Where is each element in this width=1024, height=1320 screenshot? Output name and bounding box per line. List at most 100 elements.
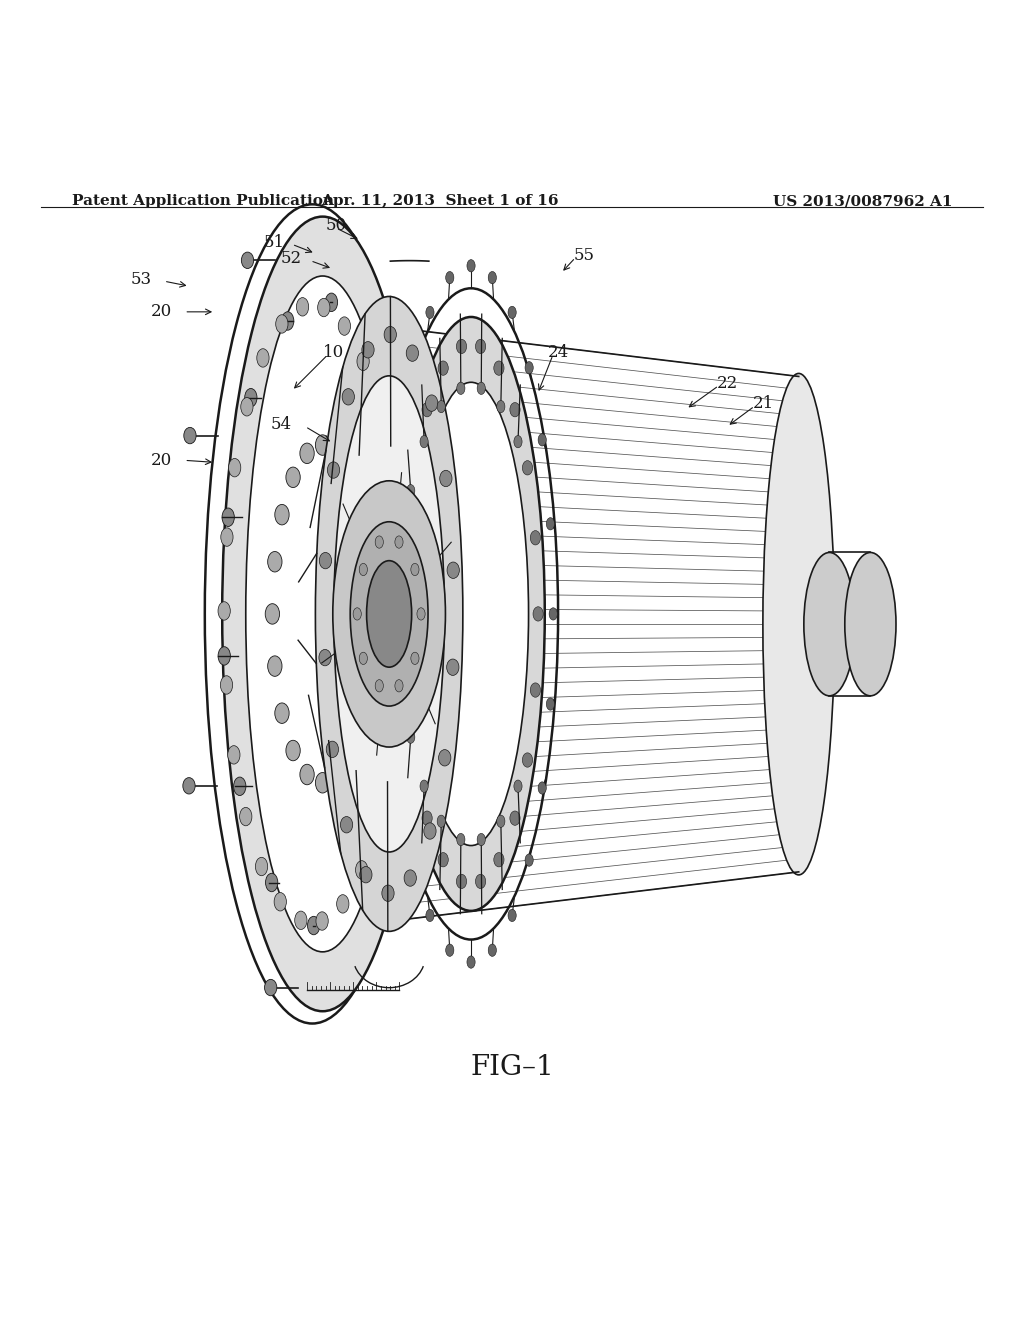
Ellipse shape bbox=[538, 781, 546, 795]
Ellipse shape bbox=[391, 681, 403, 700]
Text: Patent Application Publication: Patent Application Publication bbox=[72, 194, 334, 209]
Ellipse shape bbox=[398, 607, 409, 622]
Ellipse shape bbox=[345, 467, 359, 487]
Ellipse shape bbox=[477, 383, 485, 395]
Ellipse shape bbox=[274, 892, 287, 911]
Ellipse shape bbox=[439, 470, 452, 487]
Ellipse shape bbox=[384, 751, 396, 770]
Ellipse shape bbox=[315, 297, 463, 932]
Ellipse shape bbox=[356, 704, 371, 723]
Ellipse shape bbox=[457, 383, 465, 395]
Ellipse shape bbox=[384, 326, 396, 343]
Ellipse shape bbox=[357, 352, 370, 371]
Ellipse shape bbox=[316, 912, 329, 931]
Text: 24: 24 bbox=[548, 345, 569, 362]
Ellipse shape bbox=[475, 874, 485, 888]
Ellipse shape bbox=[364, 656, 378, 676]
Ellipse shape bbox=[426, 909, 434, 921]
Ellipse shape bbox=[353, 607, 361, 620]
Ellipse shape bbox=[804, 553, 855, 696]
Ellipse shape bbox=[267, 552, 282, 572]
Ellipse shape bbox=[510, 403, 520, 417]
Ellipse shape bbox=[241, 397, 253, 416]
Ellipse shape bbox=[522, 752, 532, 767]
Ellipse shape bbox=[395, 536, 403, 548]
Ellipse shape bbox=[525, 362, 534, 374]
Ellipse shape bbox=[331, 764, 345, 785]
Ellipse shape bbox=[359, 652, 368, 664]
Ellipse shape bbox=[457, 339, 467, 354]
Ellipse shape bbox=[475, 339, 485, 354]
Ellipse shape bbox=[255, 857, 267, 875]
Ellipse shape bbox=[227, 746, 240, 764]
Ellipse shape bbox=[420, 436, 428, 447]
Ellipse shape bbox=[426, 395, 438, 412]
Ellipse shape bbox=[409, 362, 417, 374]
Ellipse shape bbox=[530, 682, 541, 697]
Ellipse shape bbox=[385, 463, 397, 482]
Ellipse shape bbox=[233, 777, 246, 796]
Text: Apr. 11, 2013  Sheet 1 of 16: Apr. 11, 2013 Sheet 1 of 16 bbox=[322, 194, 559, 209]
Ellipse shape bbox=[337, 895, 349, 913]
Text: 50: 50 bbox=[326, 218, 347, 235]
Ellipse shape bbox=[317, 298, 330, 317]
Ellipse shape bbox=[333, 480, 445, 747]
Ellipse shape bbox=[318, 649, 331, 665]
Ellipse shape bbox=[549, 607, 557, 620]
Ellipse shape bbox=[547, 517, 555, 529]
Ellipse shape bbox=[356, 504, 371, 525]
Ellipse shape bbox=[407, 345, 419, 362]
Ellipse shape bbox=[319, 553, 332, 569]
Ellipse shape bbox=[240, 808, 252, 826]
Ellipse shape bbox=[510, 810, 520, 825]
Ellipse shape bbox=[282, 312, 294, 330]
Ellipse shape bbox=[522, 461, 532, 475]
Ellipse shape bbox=[361, 342, 374, 358]
Text: US 2013/0087962 A1: US 2013/0087962 A1 bbox=[773, 194, 952, 209]
Ellipse shape bbox=[497, 816, 505, 828]
Ellipse shape bbox=[340, 817, 352, 833]
Ellipse shape bbox=[286, 467, 300, 487]
Ellipse shape bbox=[437, 400, 445, 413]
Ellipse shape bbox=[763, 374, 835, 875]
Ellipse shape bbox=[286, 741, 300, 760]
Ellipse shape bbox=[392, 533, 404, 552]
Ellipse shape bbox=[547, 698, 555, 710]
Ellipse shape bbox=[494, 853, 504, 867]
Ellipse shape bbox=[375, 680, 383, 692]
Ellipse shape bbox=[417, 607, 425, 620]
Ellipse shape bbox=[387, 517, 395, 529]
Ellipse shape bbox=[445, 944, 454, 957]
Text: 21: 21 bbox=[753, 396, 774, 412]
Ellipse shape bbox=[395, 607, 403, 620]
Ellipse shape bbox=[373, 403, 385, 421]
Text: 55: 55 bbox=[573, 247, 595, 264]
Ellipse shape bbox=[438, 750, 451, 766]
Ellipse shape bbox=[222, 216, 423, 1011]
Ellipse shape bbox=[355, 861, 368, 879]
Ellipse shape bbox=[411, 564, 419, 576]
Ellipse shape bbox=[221, 528, 233, 546]
Ellipse shape bbox=[447, 562, 460, 578]
Ellipse shape bbox=[514, 436, 522, 447]
Text: 20: 20 bbox=[151, 304, 172, 321]
Ellipse shape bbox=[397, 317, 545, 911]
Ellipse shape bbox=[530, 531, 541, 545]
Ellipse shape bbox=[457, 833, 465, 846]
Ellipse shape bbox=[508, 306, 516, 318]
Ellipse shape bbox=[307, 916, 319, 935]
Ellipse shape bbox=[264, 979, 276, 995]
Ellipse shape bbox=[359, 866, 372, 883]
Ellipse shape bbox=[396, 434, 404, 446]
Ellipse shape bbox=[334, 376, 444, 851]
Ellipse shape bbox=[422, 810, 432, 825]
Ellipse shape bbox=[398, 672, 407, 684]
Ellipse shape bbox=[328, 462, 340, 478]
Ellipse shape bbox=[375, 536, 383, 548]
Ellipse shape bbox=[401, 682, 412, 697]
Text: 51: 51 bbox=[263, 234, 285, 251]
Ellipse shape bbox=[274, 704, 289, 723]
Ellipse shape bbox=[245, 388, 257, 407]
Ellipse shape bbox=[295, 911, 307, 929]
Ellipse shape bbox=[488, 944, 497, 957]
